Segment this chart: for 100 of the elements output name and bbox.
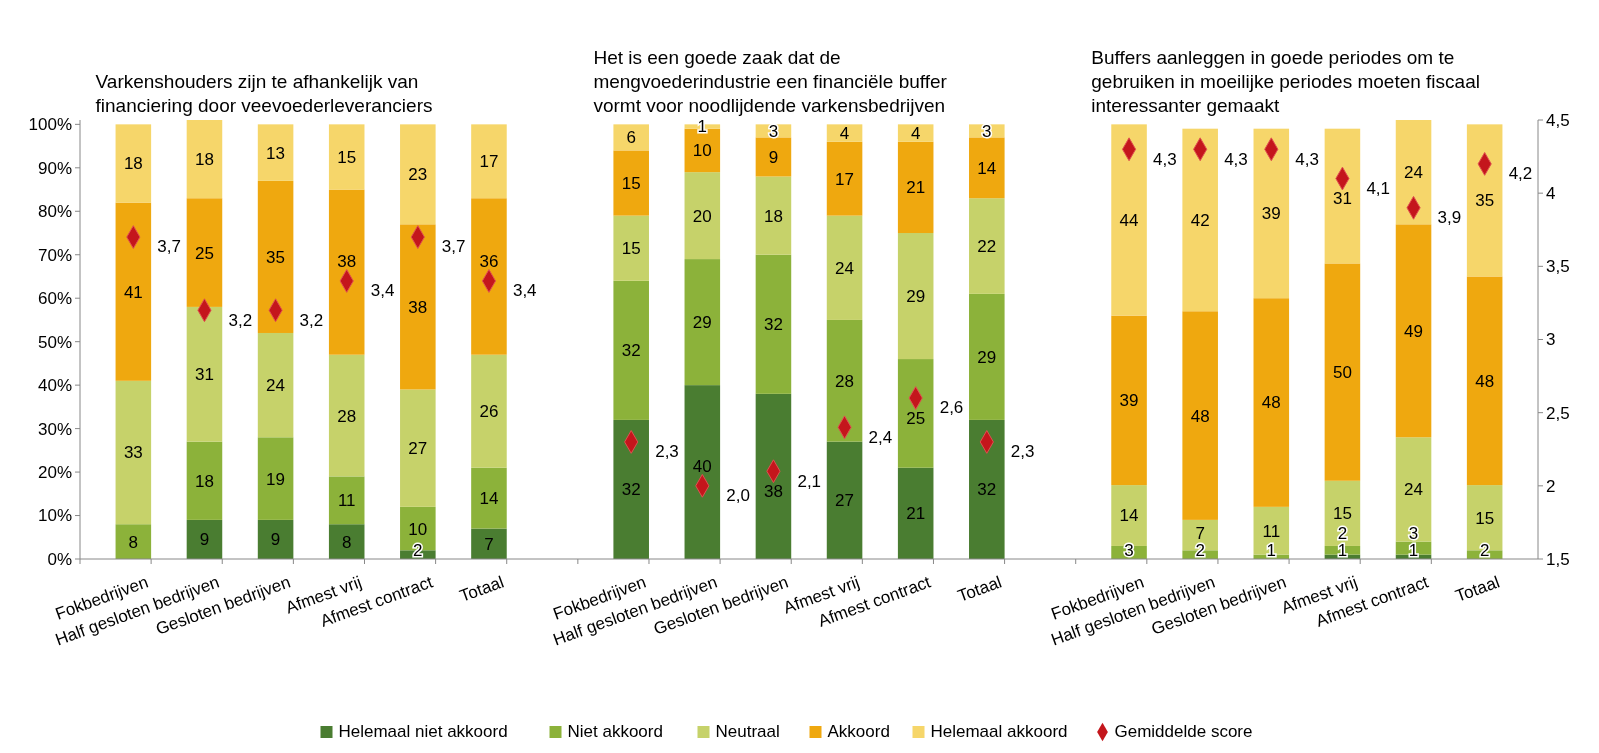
bar <box>755 176 792 255</box>
bar <box>826 124 863 142</box>
data-label: 31 <box>1332 189 1352 209</box>
bar <box>257 124 294 181</box>
bar <box>471 528 507 559</box>
bar <box>755 393 792 559</box>
data-label: 10 <box>408 519 428 539</box>
bar <box>328 524 365 559</box>
data-label: 25 <box>906 408 926 428</box>
text: Varkenshouders zijn te afhankelijk van financiering door veevoederleveranciers <box>95 71 433 116</box>
bar <box>1324 128 1361 264</box>
bar <box>826 319 863 442</box>
data-label: 2 <box>1337 523 1348 543</box>
bar <box>471 198 507 355</box>
data-label: 29 <box>977 347 997 367</box>
y-tick-label: 40% <box>37 376 72 396</box>
data-label: 13 <box>266 143 286 163</box>
y2-tick-label: 3 <box>1546 330 1556 350</box>
bar <box>1395 120 1432 225</box>
data-label: 20 <box>692 206 712 226</box>
legend-label: Neutraal <box>715 722 780 741</box>
data-label: 2 <box>1195 540 1205 560</box>
y2-tick-label: 4,5 <box>1546 110 1570 130</box>
bar <box>826 141 863 216</box>
data-label: 4,3 <box>1153 149 1177 169</box>
y2-tick-label: 1,5 <box>1546 549 1570 569</box>
data-label: 4,3 <box>1224 149 1248 169</box>
bar <box>257 519 294 559</box>
bar <box>755 254 792 394</box>
data-label: 15 <box>621 239 641 259</box>
data-label: 15 <box>337 147 357 167</box>
data-label: 3,2 <box>299 310 324 330</box>
bar <box>1395 224 1432 438</box>
data-label: 50 <box>1332 363 1352 383</box>
y2-tick-label: 2,5 <box>1546 403 1570 423</box>
data-label: 11 <box>337 491 356 511</box>
data-label: 4,3 <box>1295 149 1319 169</box>
data-label: 48 <box>1475 371 1495 391</box>
y-tick-label: 100% <box>28 115 72 135</box>
bar <box>1253 128 1290 299</box>
bar <box>684 172 721 260</box>
data-label: 25 <box>195 243 214 263</box>
data-label: 15 <box>1332 504 1352 524</box>
bar <box>471 124 507 199</box>
data-label: 21 <box>906 504 926 524</box>
bar <box>1111 485 1147 546</box>
data-label: 10 <box>692 141 712 161</box>
data-label: 26 <box>479 402 499 422</box>
data-label: 17 <box>835 169 855 189</box>
data-label: 49 <box>1404 321 1423 341</box>
data-label: 9 <box>270 530 281 550</box>
data-label: 3,7 <box>441 237 466 257</box>
bar <box>400 124 436 225</box>
bar <box>400 389 436 507</box>
text: Het is een goede zaak dat de mengvoederindustrie een financiële buffer vormt voor noodlijdende varkensbedrijven <box>593 47 948 116</box>
bar <box>613 150 649 216</box>
data-label: 9 <box>199 530 210 550</box>
bar <box>613 215 649 281</box>
data-label: 7 <box>1195 523 1205 543</box>
data-label: 18 <box>195 150 214 170</box>
data-label: 8 <box>341 532 352 552</box>
bar <box>1253 298 1290 507</box>
data-label: 2,3 <box>1010 442 1035 462</box>
data-label: 2,6 <box>939 398 964 418</box>
legend-label: Helemaal akkoord <box>930 722 1068 741</box>
bar <box>328 476 365 525</box>
x-tick-label: Totaal <box>955 572 1005 606</box>
text: Buffers aanleggen in goede periodes om te gebruiken in moeilijke periodes moeten fiscaal interessanter gemaakt <box>1091 47 1480 116</box>
data-label: 2,3 <box>655 442 679 462</box>
data-label: 3,7 <box>157 237 181 257</box>
data-label: 3 <box>982 121 992 141</box>
bar <box>186 198 223 307</box>
bar <box>471 467 507 529</box>
bar <box>684 259 721 386</box>
data-label: 38 <box>337 251 357 271</box>
data-label: 3,9 <box>1437 208 1462 228</box>
data-label: 3,4 <box>512 281 537 301</box>
bar <box>400 224 436 390</box>
data-label: 23 <box>408 165 428 185</box>
data-label: 21 <box>906 178 926 198</box>
data-label: 4,2 <box>1508 164 1533 184</box>
data-label: 3 <box>768 121 779 141</box>
legend-label: Akkoord <box>827 722 890 741</box>
bar <box>186 441 223 520</box>
data-label: 44 <box>1119 210 1139 230</box>
bar <box>613 280 649 420</box>
y2-tick-label: 2 <box>1546 476 1556 496</box>
bar <box>969 293 1005 420</box>
bar <box>826 215 863 320</box>
bar <box>257 332 294 438</box>
data-label: 29 <box>692 313 712 333</box>
data-label: 11 <box>1262 521 1281 541</box>
data-label: 29 <box>906 286 926 306</box>
bar <box>897 467 934 559</box>
data-label: 35 <box>1475 191 1495 211</box>
data-label: 48 <box>1190 406 1210 426</box>
data-label: 17 <box>479 152 499 172</box>
y2-tick-label: 4 <box>1546 184 1556 204</box>
bar <box>257 437 294 520</box>
data-label: 15 <box>1475 508 1495 528</box>
